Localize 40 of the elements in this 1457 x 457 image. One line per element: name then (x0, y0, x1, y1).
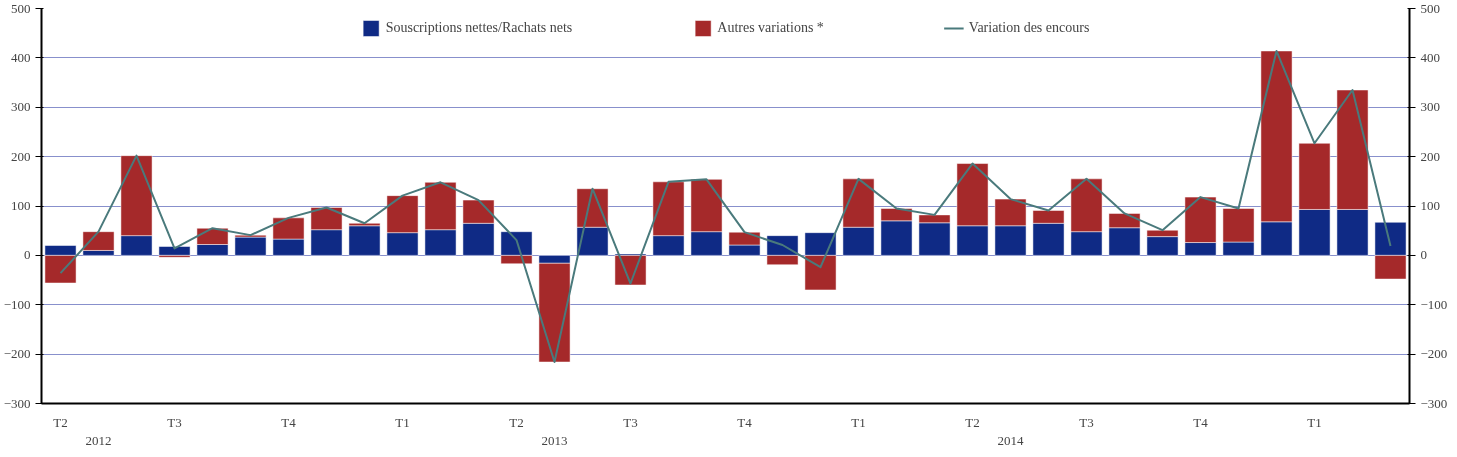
y2-tick-label: 200 (1420, 148, 1440, 164)
y-tick-label: 200 (11, 148, 31, 164)
y2-tick-label: 300 (1420, 99, 1440, 115)
y-tick-label: −100 (3, 296, 31, 312)
x-tick-label: T4 (281, 414, 297, 430)
y-tick-label: 300 (11, 99, 31, 115)
y-tick-label: 400 (11, 49, 31, 65)
x-tick-label: T1 (1307, 414, 1322, 430)
y-tick-label: 0 (24, 247, 31, 263)
y2-tick-label: −300 (1420, 395, 1448, 411)
y2-tick-label: 0 (1420, 247, 1427, 263)
bar (158, 246, 191, 256)
line-series (59, 49, 1392, 364)
x-tick-label: T3 (167, 414, 182, 430)
legend-label: Autres variations * (717, 20, 824, 36)
y-tick-label: 500 (11, 0, 31, 16)
y-tick-label: −300 (3, 395, 31, 411)
x-tick-label: T2 (965, 414, 980, 430)
legend-label: Variation des encours (968, 20, 1090, 36)
y2-tick-label: 500 (1420, 0, 1440, 16)
x-tick-label: T3 (1079, 414, 1094, 430)
bar (234, 236, 267, 256)
y2-tick-label: −200 (1420, 346, 1448, 362)
y2-tick-label: 400 (1420, 49, 1440, 65)
x-tick-label: T2 (53, 414, 68, 430)
x-tick-label: T4 (737, 414, 753, 430)
x-tick-label: T2 (509, 414, 524, 430)
x-tick-label: T3 (623, 414, 638, 430)
text: 2012 (85, 432, 112, 448)
x-tick-label: T4 (1193, 414, 1209, 430)
legend-label: Souscriptions nettes/Rachats nets (385, 20, 573, 36)
y-tick-label: −200 (3, 346, 31, 362)
x-tick-label: T1 (395, 414, 410, 430)
text: 2013 (541, 432, 568, 448)
y2-tick-label: 100 (1420, 198, 1440, 213)
y2-tick-label: −100 (1420, 296, 1448, 312)
bar (348, 225, 381, 256)
text: 2014 (997, 432, 1024, 448)
y-tick-label: 100 (11, 198, 31, 213)
x-tick-label: T1 (851, 414, 866, 430)
